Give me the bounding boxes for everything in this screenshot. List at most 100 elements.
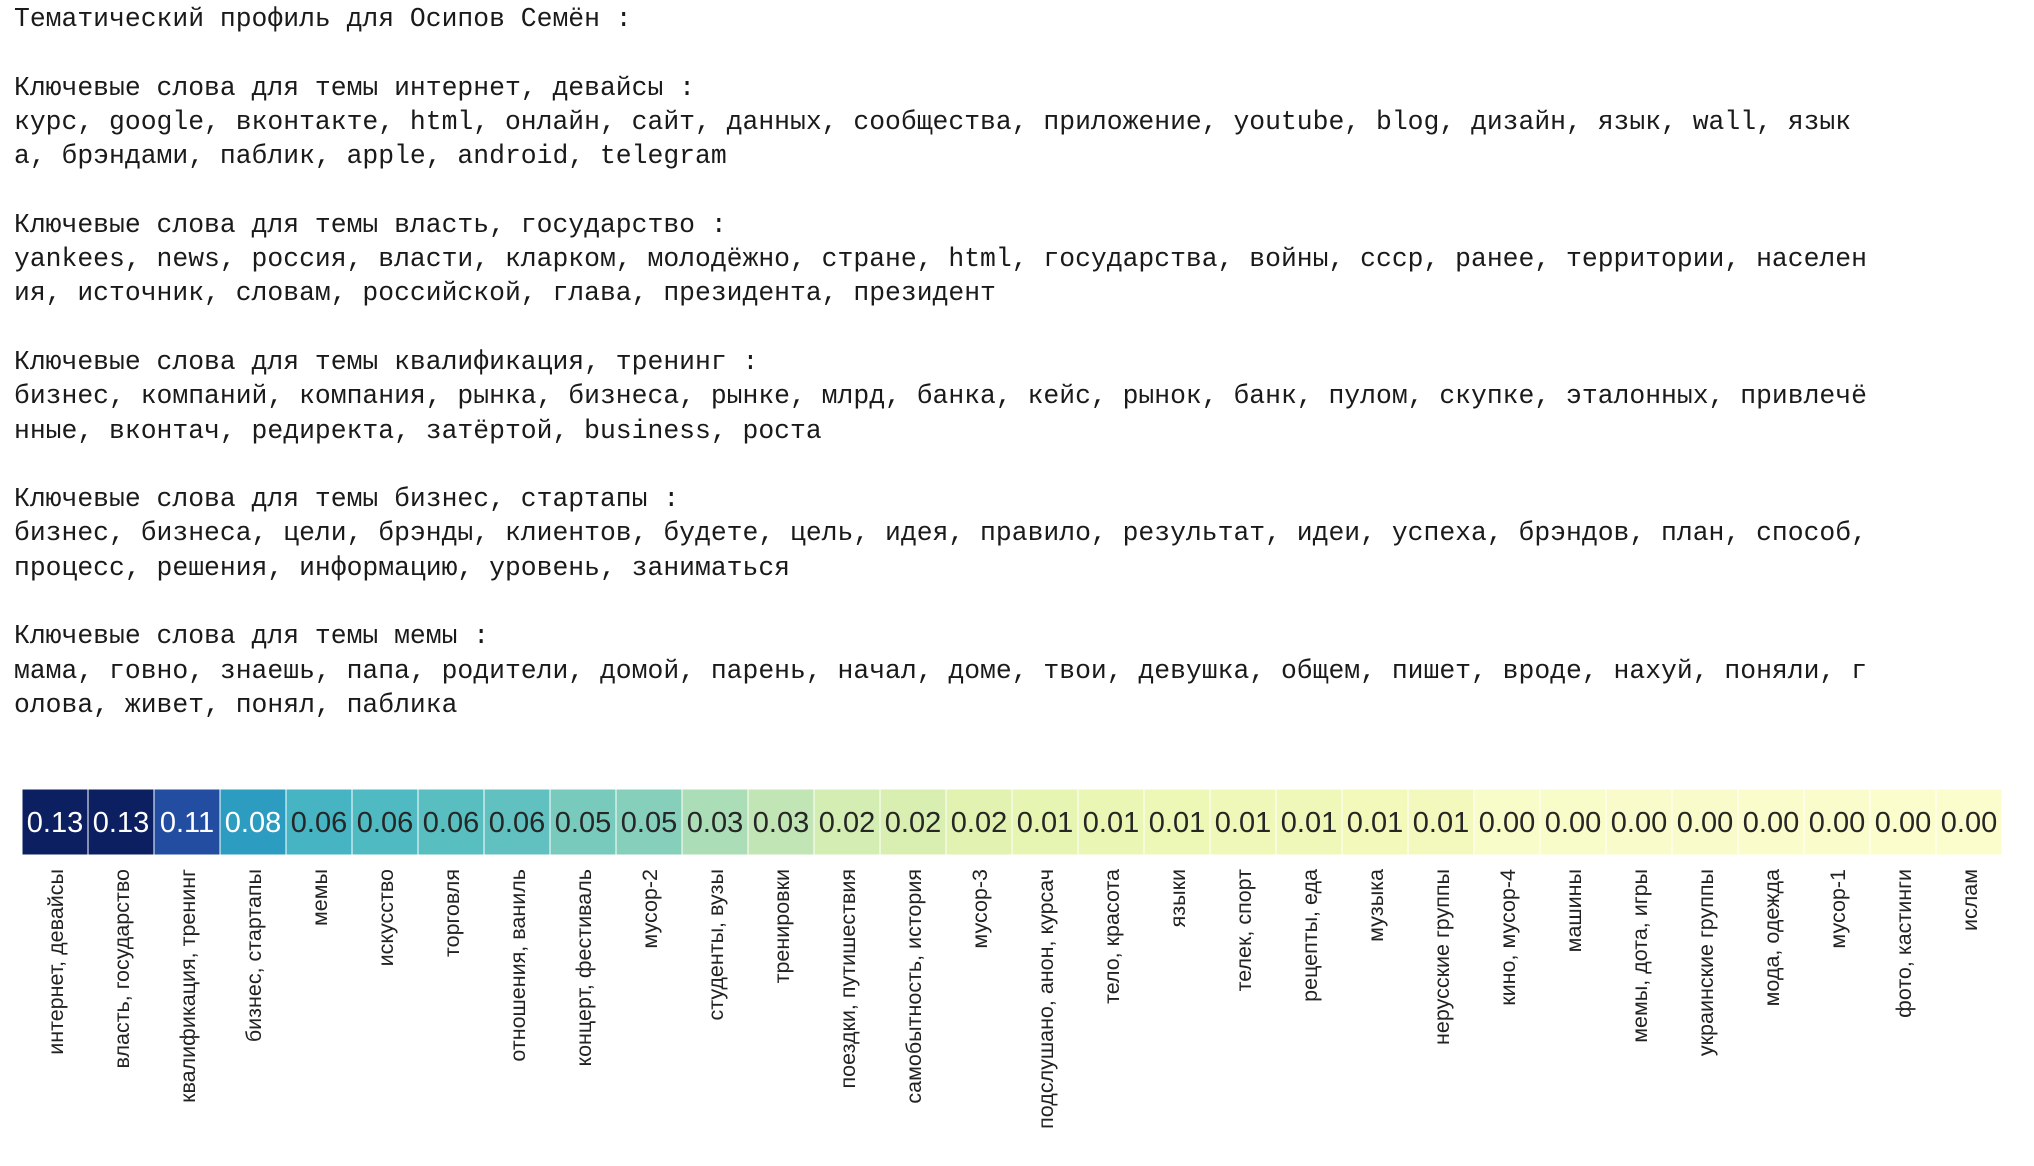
heatmap-cell <box>483 788 551 856</box>
x-tick-label: тренировки <box>770 869 794 983</box>
topic-keywords-line: мама, говно, знаешь, папа, родители, дом… <box>14 655 1867 686</box>
x-tick-label: концерт, фестиваль <box>572 869 596 1067</box>
topic-keywords-line: нные, вконтач, редиректа, затёртой, busi… <box>14 415 822 446</box>
heatmap-cell <box>1341 788 1409 856</box>
heatmap-cell <box>21 788 89 856</box>
x-tick-label: тело, красота <box>1100 869 1124 1004</box>
heatmap-cell <box>1935 788 2003 856</box>
heatmap-value-label: 0.00 <box>1545 807 1601 839</box>
heatmap-cell <box>153 788 221 856</box>
x-tick-label: самобытность, история <box>902 869 926 1104</box>
topic-keywords-line: бизнес, компаний, компания, рынка, бизне… <box>14 381 1867 412</box>
x-tick-label: ислам <box>1958 869 1982 931</box>
heatmap-cell <box>1209 788 1277 856</box>
heatmap-value-label: 0.06 <box>357 807 413 839</box>
heatmap-value-label: 0.13 <box>93 807 149 839</box>
heatmap-cell <box>1737 788 1805 856</box>
x-tick-label: языки <box>1166 869 1190 927</box>
heatmap-cell <box>1011 788 1079 856</box>
heatmap-value-label: 0.01 <box>1215 807 1271 839</box>
topic-heading: Ключевые слова для темы бизнес, стартапы… <box>14 484 680 515</box>
heatmap-value-label: 0.03 <box>687 807 743 839</box>
topic-heading: Ключевые слова для темы мемы : <box>14 621 490 652</box>
topic-heading: Ключевые слова для темы квалификация, тр… <box>14 346 759 377</box>
topic-keywords-line: олова, живет, понял, паблика <box>14 689 458 720</box>
heatmap-value-label: 0.01 <box>1281 807 1337 839</box>
x-tick-label: мусор-1 <box>1826 869 1850 949</box>
heatmap-value-label: 0.13 <box>27 807 83 839</box>
heatmap-cell <box>1077 788 1145 856</box>
profile-title: Тематический профиль для Осипов Семён : <box>14 4 632 34</box>
heatmap-cell <box>1605 788 1673 856</box>
heatmap-cell <box>615 788 683 856</box>
x-tick-label: музыка <box>1364 869 1388 942</box>
heatmap-cell <box>1869 788 1937 856</box>
heatmap-value-label: 0.01 <box>1413 807 1469 839</box>
x-tick-label: власть, государство <box>110 869 134 1069</box>
heatmap-cell <box>351 788 419 856</box>
topic-keywords-line: бизнес, бизнеса, цели, брэнды, клиентов,… <box>14 518 1867 549</box>
heatmap-value-label: 0.01 <box>1149 807 1205 839</box>
x-tick-label: нерусские группы <box>1430 869 1454 1045</box>
topic-heading: Ключевые слова для темы власть, государс… <box>14 209 727 240</box>
topic-keywords-line: yankees, news, россия, власти, кларком, … <box>14 244 1867 275</box>
heatmap-value-label: 0.00 <box>1743 807 1799 839</box>
topic-keywords-line: ия, источник, словам, российской, глава,… <box>14 278 996 309</box>
topic-keywords-line: а, брэндами, паблик, apple, android, tel… <box>14 141 727 172</box>
x-tick-label: интернет, девайсы <box>44 869 68 1055</box>
x-tick-label: студенты, вузы <box>704 869 728 1021</box>
x-tick-label: квалификация, тренинг <box>176 869 200 1103</box>
x-tick-label: мусор-3 <box>968 869 992 949</box>
heatmap-value-label: 0.02 <box>885 807 941 839</box>
heatmap-cell <box>1407 788 1475 856</box>
heatmap-value-label: 0.02 <box>819 807 875 839</box>
heatmap-value-label: 0.00 <box>1677 807 1733 839</box>
x-tick-label: мемы, дота, игры <box>1628 869 1652 1043</box>
heatmap-value-label: 0.11 <box>160 807 214 839</box>
heatmap-cell <box>1473 788 1541 856</box>
heatmap-cell <box>879 788 947 856</box>
topic-keywords-line: курс, google, вконтакте, html, онлайн, с… <box>14 106 1852 137</box>
heatmap-value-label: 0.05 <box>621 807 677 839</box>
heatmap-value-label: 0.06 <box>489 807 545 839</box>
heatmap-cell <box>1275 788 1343 856</box>
heatmap-value-label: 0.00 <box>1611 807 1667 839</box>
x-tick-label: мемы <box>308 869 332 926</box>
x-tick-label: искусство <box>374 869 398 966</box>
heatmap-cell <box>813 788 881 856</box>
heatmap-value-label: 0.08 <box>225 807 281 839</box>
heatmap-cell <box>681 788 749 856</box>
text-output: Тематический профиль для Осипов Семён : … <box>14 2 2024 722</box>
heatmap-value-label: 0.01 <box>1083 807 1139 839</box>
x-tick-label: торговля <box>440 869 464 957</box>
heatmap-value-label: 0.00 <box>1479 807 1535 839</box>
heatmap-value-label: 0.03 <box>753 807 809 839</box>
heatmap-value-label: 0.00 <box>1941 807 1997 839</box>
topic-keywords-line: процесс, решения, информацию, уровень, з… <box>14 552 791 583</box>
heatmap-value-label: 0.00 <box>1809 807 1865 839</box>
heatmap-cell <box>1671 788 1739 856</box>
topic-heading: Ключевые слова для темы интернет, девайс… <box>14 72 695 103</box>
x-tick-label: телек, спорт <box>1232 869 1256 992</box>
heatmap-value-label: 0.06 <box>423 807 479 839</box>
heatmap-value-label: 0.01 <box>1017 807 1073 839</box>
x-tick-label: фото, кастинги <box>1892 869 1916 1018</box>
heatmap-value-label: 0.00 <box>1875 807 1931 839</box>
heatmap-value-label: 0.02 <box>951 807 1007 839</box>
x-tick-label: кино, мусор-4 <box>1496 869 1520 1006</box>
heatmap-value-label: 0.06 <box>291 807 347 839</box>
heatmap-value-label: 0.01 <box>1347 807 1403 839</box>
x-tick-label: украинские группы <box>1694 869 1718 1056</box>
x-tick-label: мусор-2 <box>638 869 662 949</box>
heatmap-cell <box>285 788 353 856</box>
x-tick-label: поездки, путишествия <box>836 869 860 1089</box>
heatmap-value-label: 0.05 <box>555 807 611 839</box>
x-tick-label: мода, одежда <box>1760 869 1784 1006</box>
heatmap-cell <box>1803 788 1871 856</box>
x-tick-label: машины <box>1562 869 1586 952</box>
x-tick-label: рецепты, еда <box>1298 869 1322 1002</box>
x-tick-label: подслушано, анон, курсач <box>1034 869 1058 1129</box>
x-tick-label: отношения, ваниль <box>506 869 530 1062</box>
x-tick-label: бизнес, стартапы <box>242 869 266 1042</box>
